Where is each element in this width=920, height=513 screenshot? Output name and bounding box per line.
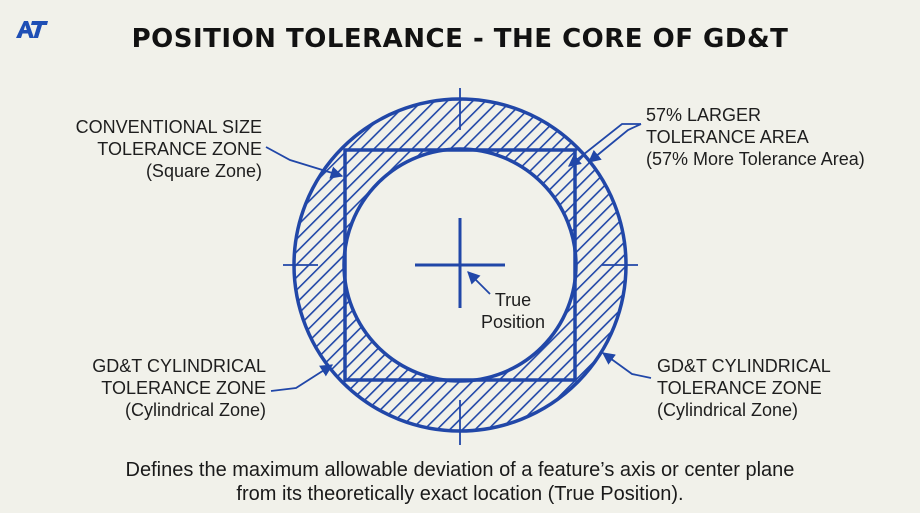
larger-area-leader-1	[568, 123, 641, 167]
conventional-line3: (Square Zone)	[145, 161, 262, 181]
cyl-left-line3: (Cylindrical Zone)	[124, 400, 266, 420]
inner-circle	[342, 147, 578, 383]
cyl-left-leader	[270, 364, 334, 392]
conventional-line2: TOLERANCE ZONE	[97, 139, 262, 159]
conventional-line1: CONVENTIONAL SIZE	[75, 117, 262, 137]
conventional-leader	[265, 146, 344, 179]
true-position-line2: Position	[480, 312, 546, 332]
cyl-right-line2: TOLERANCE ZONE	[657, 378, 822, 398]
true-position-leader	[467, 271, 491, 295]
footer-line1: Defines the maximum allowable deviation …	[125, 459, 795, 481]
page-title: POSITION TOLERANCE - THE CORE OF GD&T	[131, 24, 789, 54]
true-position-cross	[415, 218, 505, 308]
larger-area-line3: (57% More Tolerance Area)	[646, 149, 865, 169]
center-lines	[283, 88, 638, 445]
larger-area-leader-2	[588, 123, 642, 163]
footer-description: Defines the maximum allowable deviation …	[0, 458, 920, 506]
cyl-left-line2: TOLERANCE ZONE	[101, 378, 266, 398]
larger-area-label: 57% LARGER TOLERANCE AREA (57% More Tole…	[646, 104, 906, 170]
true-position-line1: True	[494, 290, 532, 310]
cylindrical-zone-label-right: GD&T CYLINDRICAL TOLERANCE ZONE (Cylindr…	[657, 355, 897, 421]
conventional-zone-label: CONVENTIONAL SIZE TOLERANCE ZONE (Square…	[40, 116, 262, 182]
larger-area-line1: 57% LARGER	[646, 105, 762, 125]
cyl-right-line1: GD&T CYLINDRICAL	[657, 356, 831, 376]
footer-line2: from its theoretically exact location (T…	[236, 483, 684, 505]
true-position-label: True Position	[468, 289, 558, 333]
larger-area-line2: TOLERANCE AREA	[646, 127, 809, 147]
cyl-right-leader	[601, 352, 652, 379]
cyl-left-line1: GD&T CYLINDRICAL	[92, 356, 266, 376]
at-brand-logo	[16, 21, 48, 38]
cyl-right-line3: (Cylindrical Zone)	[657, 400, 799, 420]
cylindrical-zone-label-left: GD&T CYLINDRICAL TOLERANCE ZONE (Cylindr…	[40, 355, 266, 421]
